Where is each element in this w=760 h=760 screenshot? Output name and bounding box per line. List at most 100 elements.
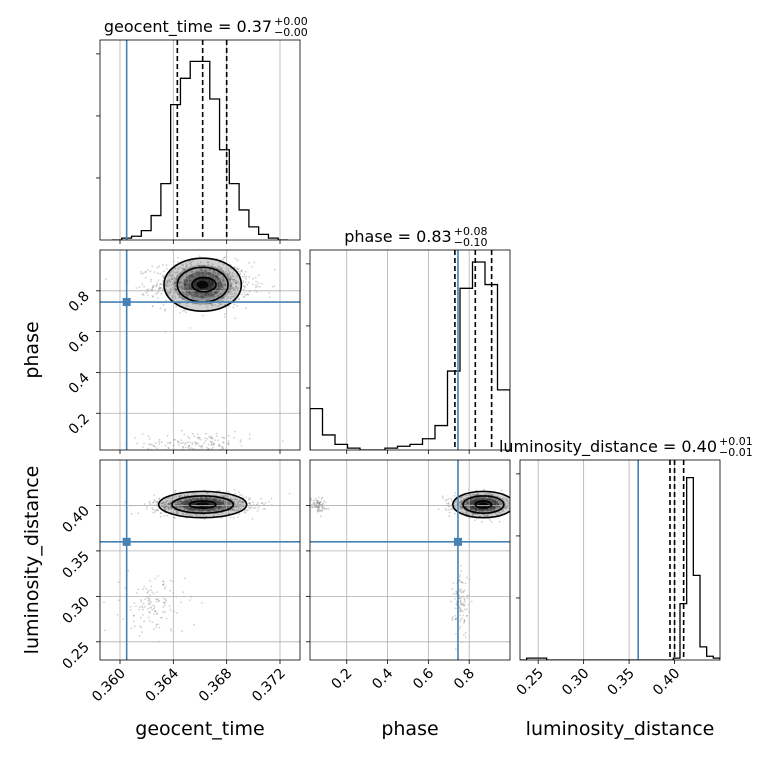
sample-point <box>184 282 187 285</box>
sample-point <box>191 271 193 273</box>
sample-point <box>247 498 250 501</box>
sample-point <box>145 271 148 273</box>
sample-point <box>208 298 210 300</box>
sample-point <box>242 285 245 287</box>
sample-point <box>159 616 162 619</box>
sample-point <box>197 287 200 290</box>
sample-point <box>162 303 165 306</box>
sample-point <box>222 453 224 455</box>
sample-point <box>248 290 251 293</box>
sample-point <box>315 502 318 505</box>
sample-point <box>171 295 174 298</box>
sample-point <box>459 608 462 611</box>
sample-point <box>209 440 212 443</box>
sample-point <box>178 282 181 285</box>
sample-point <box>140 599 142 601</box>
sample-point <box>510 506 512 508</box>
sample-point <box>219 451 221 453</box>
sample-point <box>237 297 240 300</box>
sample-point <box>232 287 235 289</box>
sample-point <box>227 274 230 277</box>
sample-point <box>192 260 195 262</box>
sample-point <box>217 278 220 280</box>
sample-point <box>206 292 209 294</box>
sample-point <box>196 436 199 439</box>
sample-point <box>222 283 224 286</box>
sample-point <box>254 276 257 279</box>
sample-point <box>151 289 154 291</box>
sample-point <box>208 302 211 305</box>
sample-point <box>204 269 207 272</box>
sample-point <box>167 282 169 285</box>
y-tick-label: 0.2 <box>66 411 93 438</box>
sample-point <box>221 278 224 281</box>
sample-point <box>104 278 107 281</box>
sample-point <box>206 261 209 264</box>
sample-point <box>188 276 191 278</box>
sample-point <box>195 455 197 457</box>
sample-point <box>197 287 200 290</box>
sample-point <box>138 286 141 288</box>
sample-point <box>281 440 284 443</box>
sample-point <box>200 292 203 295</box>
sample-point <box>462 614 465 617</box>
histogram-geocent_time <box>112 60 288 240</box>
sample-point <box>454 512 456 515</box>
sample-point <box>142 272 145 275</box>
sample-point <box>222 441 225 443</box>
sample-point <box>116 613 119 616</box>
sample-point <box>221 288 224 291</box>
sample-point <box>222 284 225 286</box>
sample-point <box>150 278 153 281</box>
sample-point <box>450 508 452 511</box>
sample-point <box>246 293 249 296</box>
sample-point <box>213 275 215 278</box>
panel-frame <box>519 459 721 661</box>
sample-point <box>215 275 218 278</box>
sample-point <box>186 295 188 297</box>
sample-point <box>216 276 219 278</box>
sample-point <box>201 264 204 267</box>
sample-point <box>197 270 200 273</box>
sample-point <box>183 309 186 312</box>
sample-point <box>220 445 222 448</box>
sample-point <box>189 279 192 282</box>
sample-point <box>170 629 173 632</box>
histogram-phase <box>310 261 510 450</box>
sample-point <box>209 271 212 274</box>
title-lower: −0.10 <box>454 236 488 249</box>
sample-point <box>190 295 193 297</box>
sample-point <box>217 305 219 307</box>
sample-point <box>195 292 198 295</box>
sample-point <box>220 292 223 295</box>
sample-point <box>212 295 215 297</box>
sample-point <box>152 501 155 503</box>
sample-point <box>466 597 468 599</box>
sample-point <box>237 267 240 270</box>
sample-point <box>200 298 203 301</box>
sample-point <box>232 278 234 281</box>
sample-point <box>183 288 186 291</box>
sample-point <box>231 287 233 290</box>
sample-point <box>452 592 455 595</box>
sample-point <box>452 582 455 584</box>
sample-point <box>228 270 230 272</box>
sample-point <box>187 283 190 286</box>
sample-point <box>162 610 165 613</box>
sample-point <box>201 272 204 274</box>
sample-point <box>150 601 153 603</box>
sample-point <box>231 293 233 295</box>
sample-point <box>158 440 160 443</box>
sample-point <box>164 604 166 607</box>
sample-point <box>169 609 172 611</box>
sample-point <box>219 284 222 286</box>
sample-point <box>216 277 219 280</box>
sample-point <box>217 266 220 268</box>
sample-point <box>173 438 176 441</box>
sample-point <box>208 286 211 289</box>
sample-point <box>211 295 214 298</box>
sample-point <box>206 437 209 440</box>
sample-point <box>204 439 207 442</box>
sample-point <box>200 451 202 453</box>
sample-point <box>192 275 195 278</box>
